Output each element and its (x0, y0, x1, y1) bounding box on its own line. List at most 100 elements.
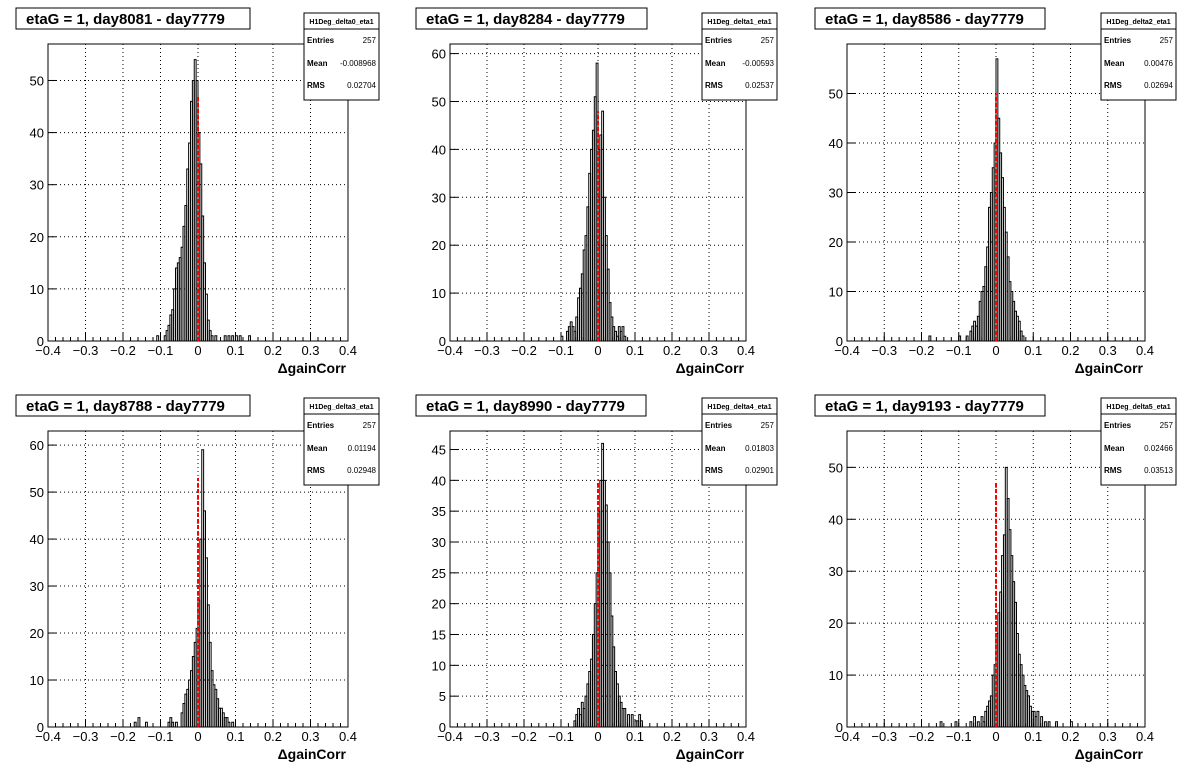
x-tick-label: 0.1 (226, 343, 244, 358)
x-tick-label: 0.1 (1024, 343, 1042, 358)
x-axis-label: ΔgainCorr (1075, 746, 1144, 762)
y-tick-label: 10 (829, 285, 843, 300)
x-tick-label: 0.4 (339, 729, 357, 744)
x-axis-label: ΔgainCorr (1075, 360, 1144, 376)
x-tick-label: −0.1 (148, 729, 174, 744)
histogram-bin (227, 335, 231, 341)
x-tick-label: 0.2 (264, 343, 282, 358)
title-box (814, 7, 1046, 30)
histogram-bin (939, 721, 943, 727)
stats-value-entries: 257 (761, 421, 775, 430)
title-box (15, 394, 251, 417)
chart-title: etaG = 1, day8788 - day7779 (26, 398, 225, 415)
y-tick-label: 20 (432, 597, 446, 612)
x-axis-label: ΔgainCorr (278, 360, 347, 376)
histogram-bins (133, 449, 235, 727)
histogram-bin (156, 335, 160, 341)
y-tick-label: 25 (432, 566, 446, 581)
histogram-bin (640, 720, 643, 727)
x-tick-label: −0.2 (511, 729, 537, 744)
x-tick-label: 0.3 (301, 343, 319, 358)
x-axis-label: ΔgainCorr (676, 746, 745, 762)
stats-value-entries: 257 (1160, 421, 1174, 430)
y-tick-label: 30 (829, 186, 843, 201)
y-tick-label: 45 (432, 443, 446, 458)
stats-box (303, 397, 380, 486)
y-tick-label: 50 (30, 485, 44, 500)
y-tick-label: 40 (30, 126, 44, 141)
chart-title: etaG = 1, day8990 - day7779 (426, 398, 625, 415)
x-tick-label: 0.4 (1136, 729, 1154, 744)
x-tick-label: 0.4 (737, 729, 755, 744)
x-tick-label: 0.3 (1099, 343, 1117, 358)
stats-value-rms: 0.03513 (1144, 466, 1173, 475)
x-tick-label: 0.1 (1024, 729, 1042, 744)
y-tick-label: 20 (432, 238, 446, 253)
histogram-bin (627, 714, 630, 727)
histogram-bin (171, 721, 175, 727)
y-tick-label: 0 (836, 334, 843, 349)
stats-label-mean: Mean (1104, 59, 1125, 68)
stats-box (701, 12, 778, 101)
histogram-bin (238, 335, 242, 341)
y-tick-label: 0 (37, 334, 44, 349)
stats-value-rms: 0.02704 (347, 81, 376, 90)
histogram-bins (939, 466, 1073, 727)
histogram-bins (573, 442, 643, 727)
histogram-bin (1036, 710, 1040, 727)
x-tick-label: 0.2 (1061, 729, 1079, 744)
stats-label-entries: Entries (705, 36, 733, 45)
x-tick-label: 0.3 (700, 343, 718, 358)
x-tick-label: −0.4 (834, 343, 860, 358)
stats-value-mean: 0.00476 (1144, 59, 1173, 68)
histogram-bin (976, 721, 980, 727)
x-tick-label: 0 (194, 343, 201, 358)
y-tick-label: 40 (30, 532, 44, 547)
histogram-bin (1070, 721, 1073, 727)
x-tick-label: 0.3 (700, 729, 718, 744)
title-box (15, 7, 251, 30)
stats-title: H1Deg_delta3_eta1 (309, 404, 373, 411)
histogram-bin (214, 335, 218, 341)
x-tick-label: −0.3 (871, 343, 897, 358)
histogram-bin (175, 721, 178, 727)
histogram-bins (156, 59, 251, 341)
histogram-bin (630, 714, 634, 727)
y-tick-label: 40 (829, 512, 843, 527)
x-tick-label: −0.3 (73, 729, 99, 744)
histogram-bin (623, 708, 627, 727)
chart-title: etaG = 1, day8586 - day7779 (825, 11, 1024, 28)
x-tick-label: −0.3 (474, 729, 500, 744)
x-tick-label: −0.2 (110, 343, 136, 358)
x-tick-label: 0.3 (1099, 729, 1117, 744)
stats-label-rms: RMS (307, 466, 325, 475)
x-tick-label: 0 (194, 729, 201, 744)
histogram-bin (928, 335, 932, 341)
x-tick-label: 0.1 (626, 729, 644, 744)
x-tick-label: −0.2 (511, 343, 537, 358)
stats-label-entries: Entries (1104, 36, 1132, 45)
histogram-bin (1055, 721, 1058, 727)
y-tick-label: 50 (432, 94, 446, 109)
stats-box (303, 12, 380, 101)
y-tick-label: 0 (37, 720, 44, 735)
x-tick-label: −0.1 (548, 729, 574, 744)
y-tick-label: 0 (439, 334, 446, 349)
stats-label-entries: Entries (1104, 421, 1132, 430)
x-tick-label: −0.2 (110, 729, 136, 744)
stats-label-mean: Mean (705, 444, 726, 453)
y-tick-label: 0 (836, 720, 843, 735)
histogram-bin (621, 326, 625, 341)
stats-label-entries: Entries (307, 36, 335, 45)
y-tick-label: 20 (30, 626, 44, 641)
stats-value-rms: 0.02694 (1144, 81, 1173, 90)
stats-label-entries: Entries (307, 421, 335, 430)
stats-label-mean: Mean (705, 59, 726, 68)
histogram-panel: −0.4 −0.3 −0.2 −0.1 0 0.1 0.2 0.3 0.4 0 10 20 30 40 50… (814, 7, 1177, 376)
stats-value-mean: 0.01803 (745, 444, 774, 453)
histogram-bin (205, 293, 208, 341)
histogram-panel: −0.4 −0.3 −0.2 −0.1 0 0.1 0.2 0.3 0.4 0 5 10 15 20 25 3… (415, 394, 778, 762)
y-tick-label: 20 (30, 230, 44, 245)
histogram-bin (231, 335, 235, 341)
